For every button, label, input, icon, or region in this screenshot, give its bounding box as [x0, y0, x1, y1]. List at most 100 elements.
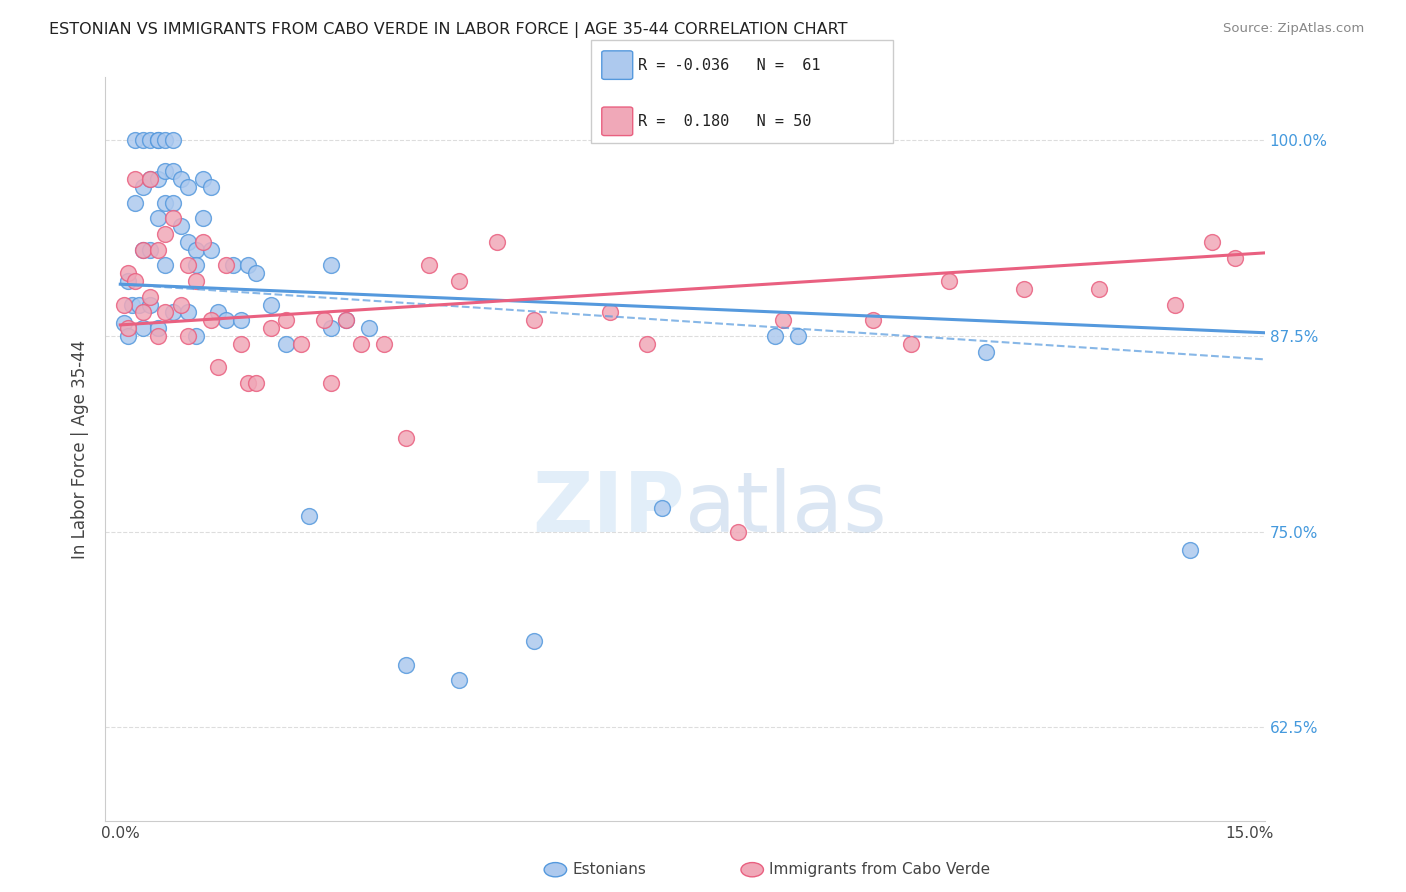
Point	[1201, 235, 1223, 249]
Point	[169, 172, 191, 186]
Point	[215, 259, 238, 273]
Point	[763, 329, 786, 343]
Point	[938, 274, 960, 288]
Point	[191, 235, 214, 249]
Point	[177, 180, 200, 194]
Point	[155, 259, 177, 273]
Text: Source: ZipAtlas.com: Source: ZipAtlas.com	[1223, 22, 1364, 36]
Point	[321, 259, 343, 273]
Point	[146, 133, 169, 147]
Text: atlas: atlas	[685, 468, 887, 549]
Y-axis label: In Labor Force | Age 35-44: In Labor Force | Age 35-44	[72, 340, 89, 559]
Point	[1223, 251, 1246, 265]
Point	[274, 336, 297, 351]
Point	[177, 235, 200, 249]
Point	[139, 172, 162, 186]
Point	[207, 360, 229, 375]
Point	[184, 259, 207, 273]
Point	[191, 172, 214, 186]
Point	[335, 313, 357, 327]
Point	[418, 259, 440, 273]
Point	[274, 313, 297, 327]
Point	[177, 305, 200, 319]
Point	[245, 376, 267, 390]
Point	[395, 657, 418, 672]
Point	[523, 634, 546, 648]
Point	[124, 133, 146, 147]
Point	[321, 376, 343, 390]
Point	[177, 329, 200, 343]
Point	[162, 164, 184, 178]
Point	[162, 133, 184, 147]
Point	[200, 243, 222, 257]
Point	[162, 305, 184, 319]
Point	[229, 313, 252, 327]
Point	[162, 211, 184, 226]
Point	[139, 243, 162, 257]
Point	[1088, 282, 1111, 296]
Point	[121, 297, 143, 311]
Point	[200, 313, 222, 327]
Text: ESTONIAN VS IMMIGRANTS FROM CABO VERDE IN LABOR FORCE | AGE 35-44 CORRELATION CH: ESTONIAN VS IMMIGRANTS FROM CABO VERDE I…	[49, 22, 848, 38]
Point	[974, 344, 997, 359]
Point	[260, 297, 283, 311]
Point	[124, 172, 146, 186]
Point	[222, 259, 245, 273]
Point	[155, 133, 177, 147]
Point	[155, 227, 177, 241]
Point	[112, 297, 135, 311]
Point	[169, 297, 191, 311]
Text: Estonians: Estonians	[572, 863, 647, 877]
Point	[290, 336, 312, 351]
Point	[124, 274, 146, 288]
Point	[787, 329, 810, 343]
Point	[146, 211, 169, 226]
Point	[132, 243, 155, 257]
Point	[124, 195, 146, 210]
Point	[132, 305, 155, 319]
Point	[238, 376, 260, 390]
Point	[449, 673, 471, 688]
Text: R =  0.180   N = 50: R = 0.180 N = 50	[638, 114, 811, 128]
Point	[449, 274, 471, 288]
Point	[207, 305, 229, 319]
Point	[215, 313, 238, 327]
Point	[139, 172, 162, 186]
Point	[599, 305, 621, 319]
Point	[155, 305, 177, 319]
Point	[132, 321, 155, 335]
Point	[132, 243, 155, 257]
Point	[727, 524, 749, 539]
Point	[128, 297, 150, 311]
Point	[321, 321, 343, 335]
Point	[117, 274, 139, 288]
Point	[238, 259, 260, 273]
Point	[146, 243, 169, 257]
Point	[169, 219, 191, 234]
Point	[112, 317, 135, 331]
Point	[191, 211, 214, 226]
Text: Immigrants from Cabo Verde: Immigrants from Cabo Verde	[769, 863, 990, 877]
Point	[772, 313, 794, 327]
Point	[297, 508, 319, 523]
Point	[155, 195, 177, 210]
Point	[245, 266, 267, 280]
Point	[146, 133, 169, 147]
Point	[260, 321, 283, 335]
Point	[1163, 297, 1185, 311]
Point	[117, 321, 139, 335]
Point	[335, 313, 357, 327]
Point	[184, 329, 207, 343]
Point	[184, 274, 207, 288]
Point	[146, 329, 169, 343]
Point	[651, 501, 673, 516]
Point	[177, 259, 200, 273]
Point	[312, 313, 335, 327]
Point	[862, 313, 884, 327]
Point	[146, 172, 169, 186]
Point	[900, 336, 922, 351]
Point	[373, 336, 395, 351]
Point	[139, 297, 162, 311]
Point	[523, 313, 546, 327]
Point	[350, 336, 373, 351]
